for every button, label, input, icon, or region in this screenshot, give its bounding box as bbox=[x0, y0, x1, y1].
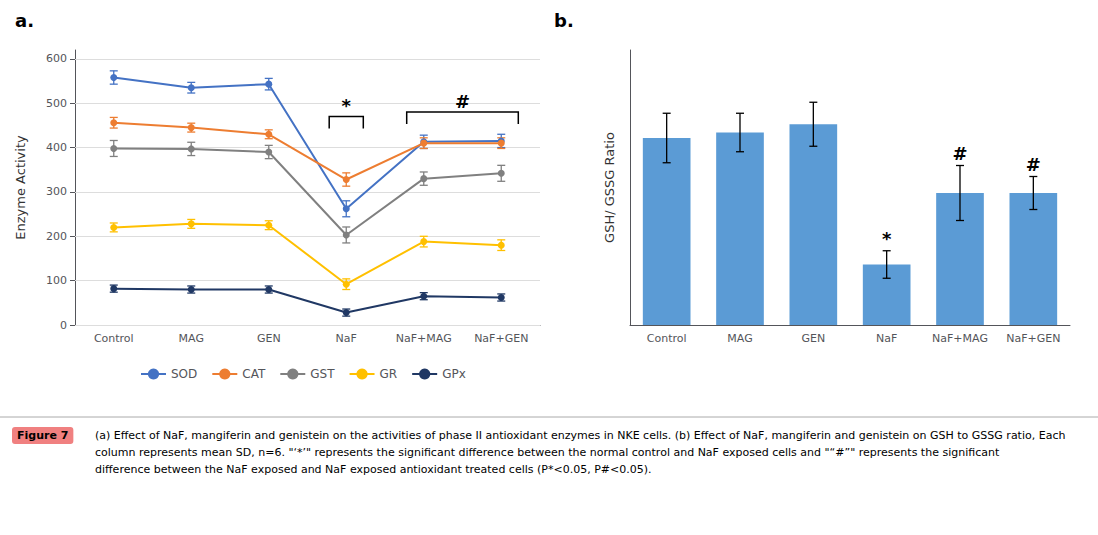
svg-text:NaF: NaF bbox=[336, 332, 357, 345]
svg-text:*: * bbox=[882, 228, 892, 249]
svg-text:0: 0 bbox=[60, 319, 67, 332]
svg-text:NaF+GEN: NaF+GEN bbox=[474, 332, 528, 345]
svg-text:200: 200 bbox=[46, 230, 67, 243]
svg-text:(a) Effect of NaF, mangiferin: (a) Effect of NaF, mangiferin and genist… bbox=[95, 429, 1069, 442]
svg-text:b.: b. bbox=[554, 10, 574, 31]
svg-text:SOD: SOD bbox=[171, 367, 197, 381]
svg-text:NaF+GEN: NaF+GEN bbox=[1006, 332, 1060, 345]
svg-text:600: 600 bbox=[46, 52, 67, 65]
svg-text:NaF: NaF bbox=[876, 332, 897, 345]
svg-text:GR: GR bbox=[380, 367, 398, 381]
svg-text:Control: Control bbox=[94, 332, 134, 345]
svg-text:GPx: GPx bbox=[442, 367, 466, 381]
svg-text:*: * bbox=[342, 95, 352, 116]
svg-text:NaF+MAG: NaF+MAG bbox=[932, 332, 988, 345]
svg-text:difference between the NaF exp: difference between the NaF exposed and N… bbox=[95, 463, 652, 476]
svg-text:GEN: GEN bbox=[801, 332, 825, 345]
svg-text:CAT: CAT bbox=[242, 367, 266, 381]
svg-text:GSH/ GSSG Ratio: GSH/ GSSG Ratio bbox=[602, 132, 617, 243]
svg-text:100: 100 bbox=[46, 274, 67, 287]
svg-text:Control: Control bbox=[647, 332, 687, 345]
svg-text:GST: GST bbox=[310, 367, 335, 381]
svg-text:column represents mean SD, n=6: column represents mean SD, n=6. "‘*’" re… bbox=[95, 446, 1003, 459]
svg-text:GEN: GEN bbox=[257, 332, 281, 345]
svg-text:#: # bbox=[455, 91, 470, 112]
svg-text:#: # bbox=[952, 143, 967, 164]
svg-text:MAG: MAG bbox=[727, 332, 752, 345]
svg-text:300: 300 bbox=[46, 185, 67, 198]
svg-text:#: # bbox=[1026, 154, 1041, 175]
svg-text:a.: a. bbox=[15, 10, 34, 31]
svg-text:Figure 7: Figure 7 bbox=[17, 429, 68, 442]
svg-text:MAG: MAG bbox=[179, 332, 204, 345]
svg-text:400: 400 bbox=[46, 141, 67, 154]
svg-text:500: 500 bbox=[46, 97, 67, 110]
svg-text:NaF+MAG: NaF+MAG bbox=[396, 332, 452, 345]
svg-text:Enzyme Activity: Enzyme Activity bbox=[13, 135, 28, 240]
